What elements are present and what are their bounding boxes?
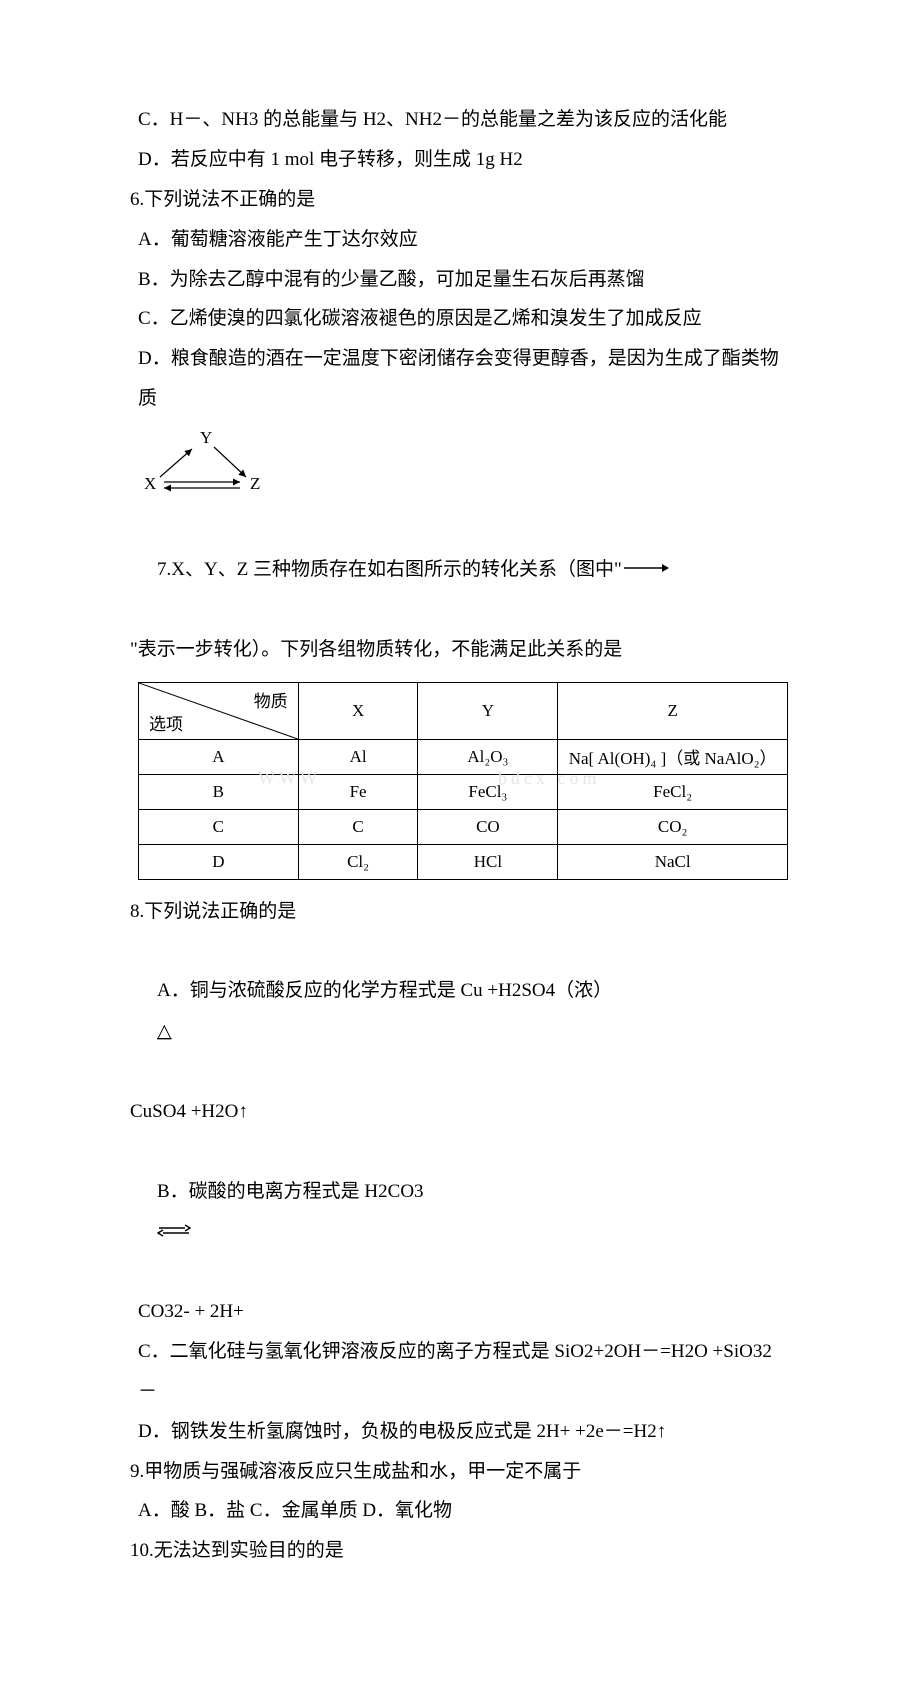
option-a-q8-part1: A．铜与浓硫酸反应的化学方程式是 Cu +H2SO4（浓） △ — [130, 932, 790, 1092]
cell-z: Na[ Al(OH)₄ ]（或 NaAlO₂） — [558, 739, 788, 774]
option-b-q6: B．为除去乙醇中混有的少量乙酸，可加足量生石灰后再蒸馏 — [130, 260, 790, 300]
option-c-q6: C．乙烯使溴的四氯化碳溶液褪色的原因是乙烯和溴发生了加成反应 — [130, 299, 790, 339]
cell-x: Fe — [298, 774, 418, 809]
options-table-wrap: WWW bdcx com 物质 选项 X Y Z — [138, 682, 790, 880]
cell-x: Al — [298, 739, 418, 774]
cell-z: CO₂ — [558, 809, 788, 844]
option-a-q8-text: A．铜与浓硫酸反应的化学方程式是 Cu +H2SO4（浓） — [157, 980, 612, 1001]
cell-y: HCl — [418, 844, 558, 879]
cell-opt: A — [139, 739, 299, 774]
option-b-q8-part1: B．碳酸的电离方程式是 H2CO3 — [130, 1132, 790, 1292]
diagram-label-z: Z — [250, 474, 260, 493]
option-b-q8-part2: CO32- + 2H+ — [130, 1292, 790, 1332]
table-row: C C CO CO₂ — [139, 809, 788, 844]
option-b-q8-text: B．碳酸的电离方程式是 H2CO3 — [157, 1181, 424, 1202]
question-8: 8.下列说法正确的是 — [130, 892, 790, 932]
cell-x: C — [298, 809, 418, 844]
cell-opt: C — [139, 809, 299, 844]
table-header-diag: 物质 选项 — [139, 682, 299, 739]
cell-x: Cl₂ — [298, 844, 418, 879]
option-d-q6: D．粮食酿造的酒在一定温度下密闭储存会变得更醇香，是因为生成了酯类物质 — [130, 339, 790, 419]
table-row: A Al Al₂O₃ Na[ Al(OH)₄ ]（或 NaAlO₂） — [139, 739, 788, 774]
diagram-label-y: Y — [200, 428, 212, 447]
heat-condition-icon: △ — [157, 1012, 172, 1052]
table-header-z: Z — [558, 682, 788, 739]
question-10: 10.无法达到实验目的的是 — [130, 1531, 790, 1571]
question-7-part1: 7.X、Y、Z 三种物质存在如右图所示的转化关系（图中" — [130, 510, 790, 630]
cell-z: FeCl₂ — [558, 774, 788, 809]
table-header-row: 物质 选项 X Y Z — [139, 682, 788, 739]
diag-top-label: 物质 — [254, 687, 288, 712]
cell-opt: D — [139, 844, 299, 879]
cell-y: FeCl₃ — [418, 774, 558, 809]
option-a-q8-part2: CuSO4 +H2O↑ — [130, 1092, 790, 1132]
question-7-part2: "表示一步转化）。下列各组物质转化，不能满足此关系的是 — [130, 630, 790, 670]
equilibrium-arrow-icon — [157, 1212, 191, 1252]
option-d-q5: D．若反应中有 1 mol 电子转移，则生成 1g H2 — [130, 140, 790, 180]
cell-y: CO — [418, 809, 558, 844]
question-7-text1: 7.X、Y、Z 三种物质存在如右图所示的转化关系（图中" — [157, 559, 622, 580]
cell-opt: B — [139, 774, 299, 809]
options-table: 物质 选项 X Y Z A Al Al₂O₃ Na[ Al(OH)₄ ]（或 N… — [138, 682, 788, 880]
xyz-diagram: X Y Z — [138, 427, 790, 502]
option-d-q8: D．钢铁发生析氢腐蚀时，负极的电极反应式是 2H+ +2e－=H2↑ — [130, 1412, 790, 1452]
cell-y: Al₂O₃ — [418, 739, 558, 774]
diag-bot-label: 选项 — [149, 710, 183, 735]
table-header-x: X — [298, 682, 418, 739]
diagram-label-x: X — [144, 474, 156, 493]
option-a-q6: A．葡萄糖溶液能产生丁达尔效应 — [130, 220, 790, 260]
page: C．H－、NH3 的总能量与 H2、NH2－的总能量之差为该反应的活化能 D．若… — [0, 0, 920, 1691]
table-row: D Cl₂ HCl NaCl — [139, 844, 788, 879]
table-header-y: Y — [418, 682, 558, 739]
options-q9: A．酸 B．盐 C．金属单质 D．氧化物 — [130, 1491, 790, 1531]
option-c-q5: C．H－、NH3 的总能量与 H2、NH2－的总能量之差为该反应的活化能 — [130, 100, 790, 140]
cell-z: NaCl — [558, 844, 788, 879]
question-6: 6.下列说法不正确的是 — [130, 180, 790, 220]
table-row: B Fe FeCl₃ FeCl₂ — [139, 774, 788, 809]
option-c-q8: C．二氧化硅与氢氧化钾溶液反应的离子方程式是 SiO2+2OH－=H2O +Si… — [130, 1332, 790, 1412]
question-9: 9.甲物质与强碱溶液反应只生成盐和水，甲一定不属于 — [130, 1452, 790, 1492]
arrow-icon — [622, 559, 670, 580]
